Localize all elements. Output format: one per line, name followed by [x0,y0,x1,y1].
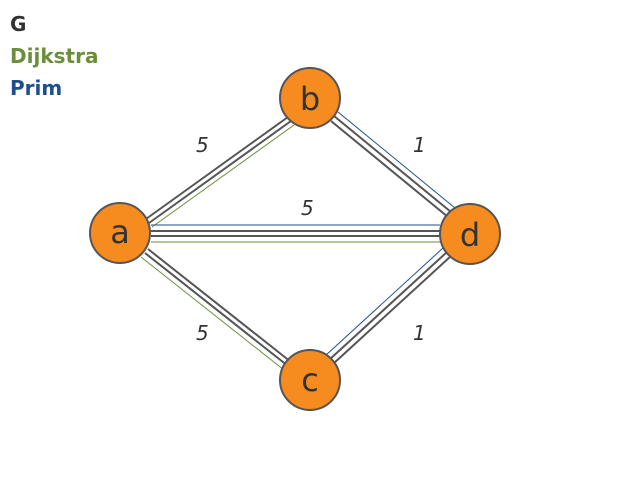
node-d-circle [439,203,501,265]
weight-c-d: 1 [413,321,426,345]
edge-a-c-dijkstra [140,256,285,371]
edge-weights: 5 1 5 5 1 [196,133,426,345]
node-b-circle [279,67,341,129]
node-d: d [439,203,501,265]
node-c-circle [279,349,341,411]
node-a-label: a [110,213,130,251]
node-a: a [89,202,151,264]
edge-c-d-prim [324,247,444,357]
edge-b-d-graph-2 [330,120,449,218]
weight-a-b: 5 [196,133,209,157]
node-a-circle [89,202,151,264]
weight-b-d: 1 [413,133,426,157]
legend-graph: G [10,12,27,36]
weight-a-d: 5 [301,196,314,220]
graph-edges [144,115,452,367]
node-b-label: b [300,80,320,118]
edge-a-c-graph [147,248,292,363]
legend: G Dijkstra Prim [10,8,98,104]
edge-a-c-graph-2 [144,252,289,367]
edge-b-d-prim [337,111,456,209]
dijkstra-edges [140,124,440,371]
edge-c-d-graph [328,251,448,361]
edge-a-b-graph-2 [148,120,292,224]
node-c-label: c [301,361,319,399]
weight-a-c: 5 [196,321,209,345]
edge-a-b-graph [145,116,289,220]
node-c: c [279,349,341,411]
legend-dijkstra: Dijkstra [10,44,99,68]
edge-c-d-graph-2 [332,255,452,365]
legend-prim: Prim [10,76,63,100]
node-d-label: d [460,216,480,254]
edge-b-d-graph [333,115,452,213]
edge-a-b-dijkstra [151,124,295,228]
prim-edges [151,111,456,357]
node-b: b [279,67,341,129]
